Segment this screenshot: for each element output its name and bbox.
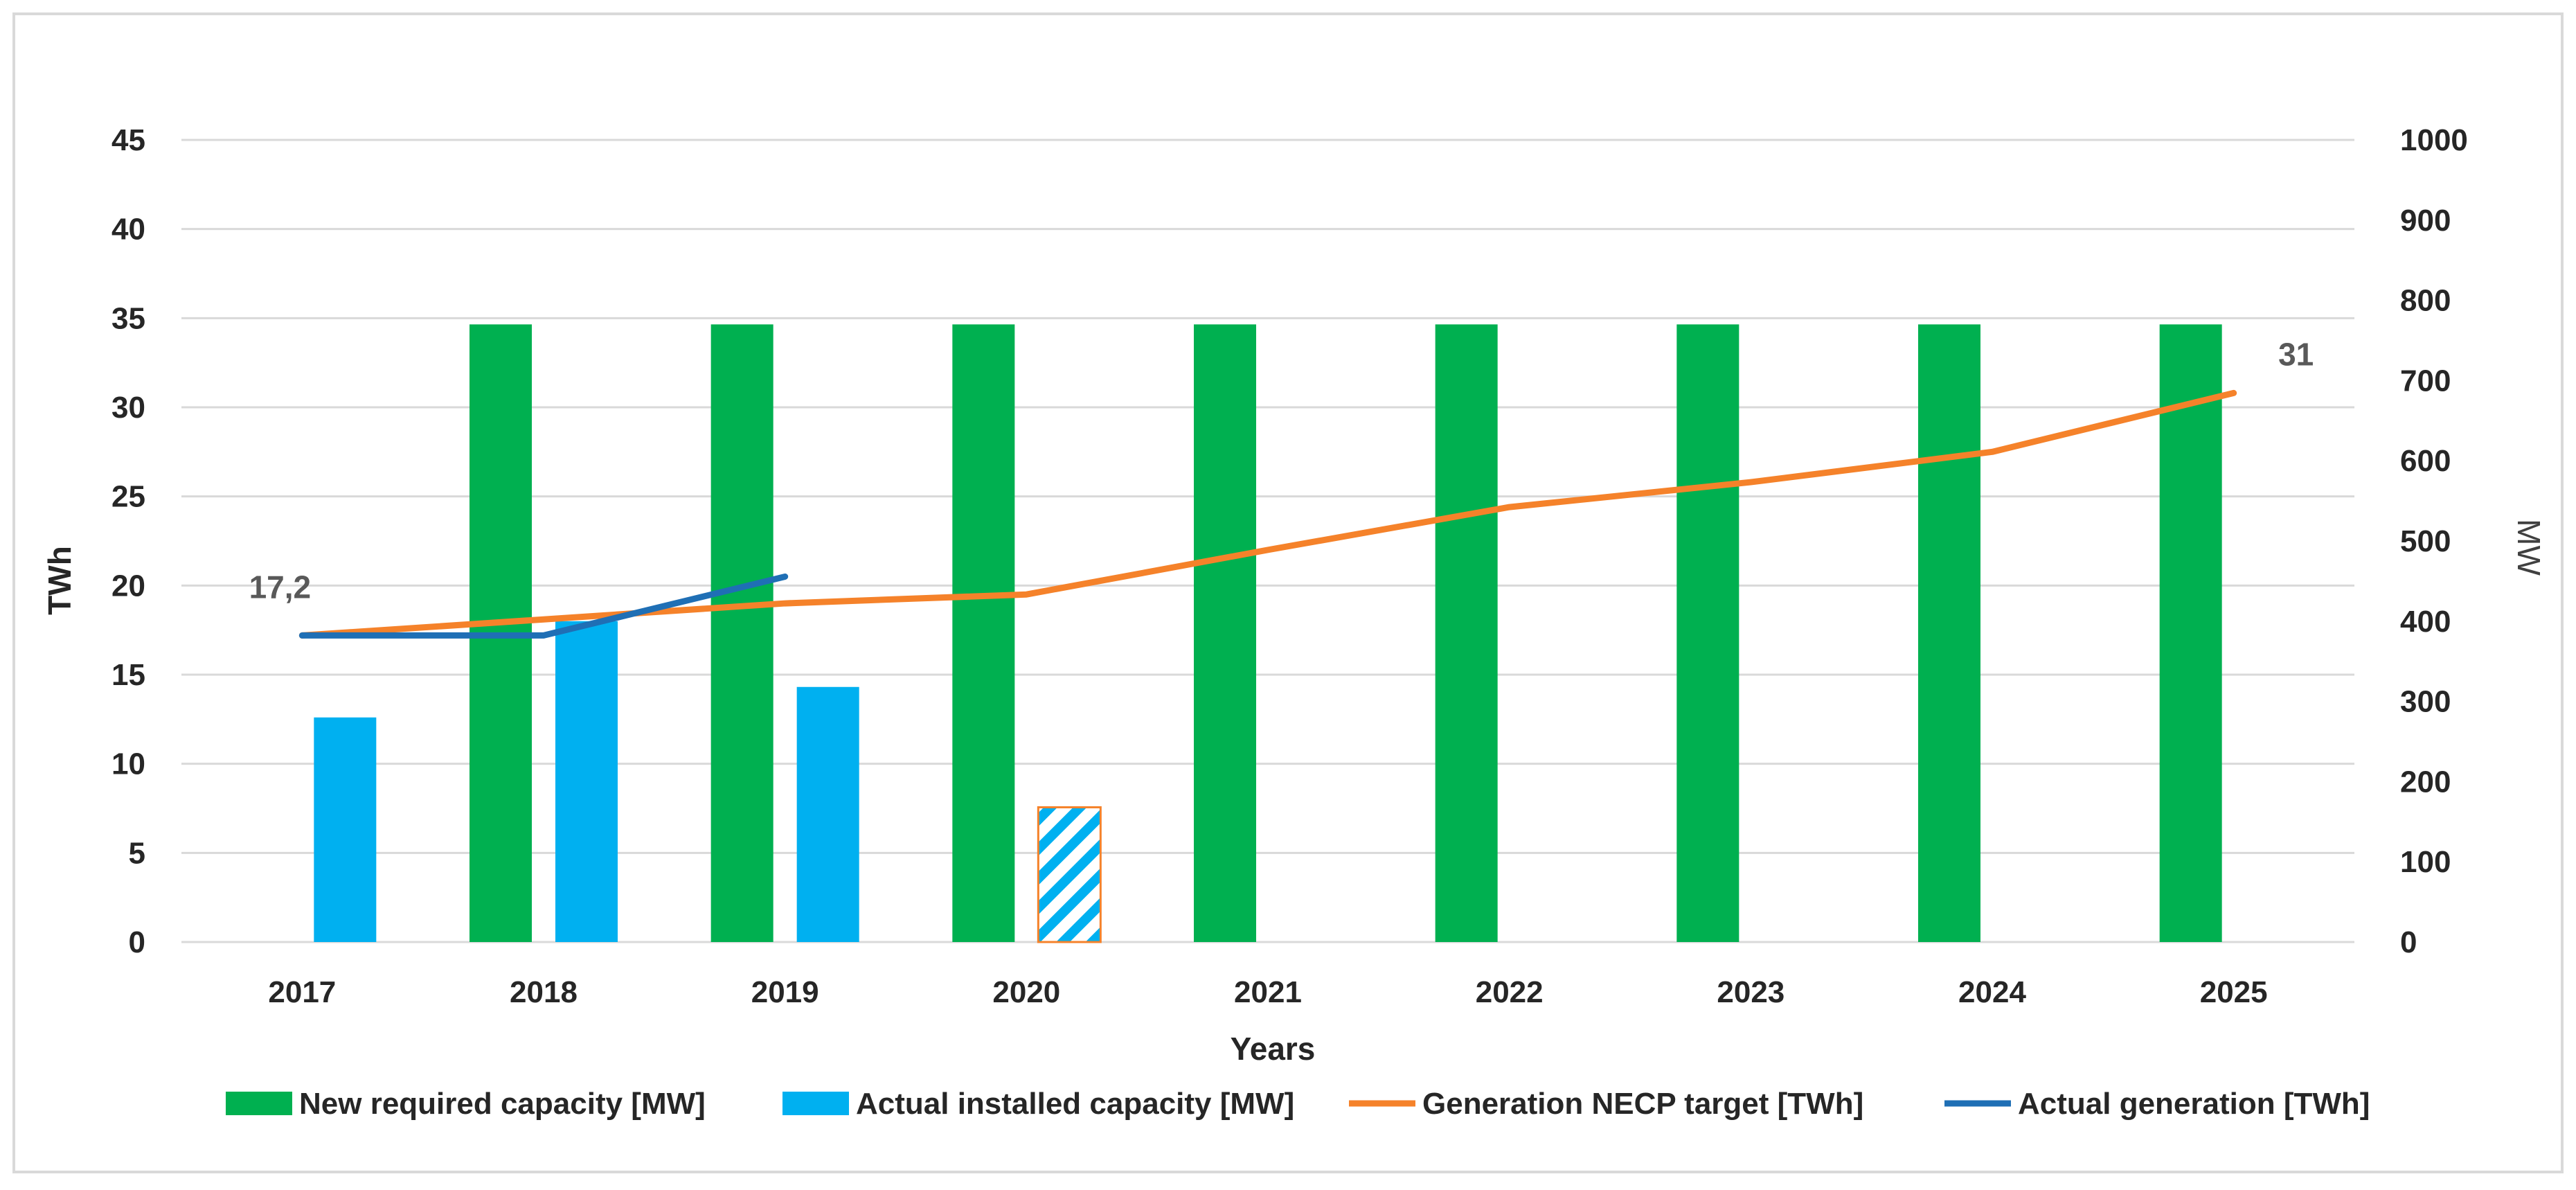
legend-swatch [782,1092,849,1115]
y-axis-title-left: TWh [42,546,78,615]
legend-label: New required capacity [MW] [299,1087,706,1121]
bar-new-required-capacity [1676,324,1739,943]
left-tick-label: 30 [111,391,145,425]
legend-swatch [226,1092,292,1115]
chart-border [12,12,2564,1173]
bar-new-required-capacity [2159,324,2222,943]
left-tick-label: 10 [111,747,145,781]
x-tick-label: 2024 [1958,975,2026,1009]
right-tick-label: 900 [2400,204,2451,238]
right-tick-label: 200 [2400,765,2451,799]
left-tick-label: 20 [111,569,145,603]
x-tick-label: 2021 [1234,975,1302,1009]
data-label: 17,2 [249,569,312,605]
x-tick-label: 2023 [1717,975,1785,1009]
right-tick-label: 1000 [2400,123,2468,157]
x-tick-label: 2022 [1476,975,1544,1009]
bar-new-required-capacity [1194,324,1256,943]
left-tick-label: 0 [129,925,145,959]
right-tick-label: 800 [2400,284,2451,318]
right-tick-label: 700 [2400,364,2451,398]
line-actual-generation [298,573,789,639]
bar-actual-installed-capacity [555,621,618,942]
bar-actual-installed-capacity [314,717,377,942]
x-tick-label: 2018 [510,975,578,1009]
left-axis-ticks: 0 5 10 15 20 25 30 35 40 45 [111,123,145,959]
left-tick-label: 25 [111,480,145,514]
x-tick-label: 2025 [2200,975,2268,1009]
right-tick-label: 0 [2400,925,2417,959]
x-tick-label: 2017 [268,975,336,1009]
x-axis-title: Years [1231,1031,1316,1067]
bar-new-required-capacity [1918,324,1980,943]
legend-label: Actual generation [TWh] [2018,1087,2370,1121]
right-tick-label: 400 [2400,605,2451,639]
annotations: 17,2 31 [249,336,2314,605]
bar-new-required-capacity [1435,324,1498,943]
right-tick-label: 500 [2400,524,2451,558]
right-tick-label: 600 [2400,444,2451,478]
bar-actual-installed-capacity-hatched [1037,806,1102,943]
x-tick-label: 2020 [992,975,1060,1009]
right-axis-ticks: 0 100 200 300 400 500 600 700 800 900 1000 [2400,123,2468,959]
left-tick-label: 5 [129,836,145,870]
bar-actual-installed-capacity [796,686,859,942]
bars [314,324,2222,943]
legend-label: Actual installed capacity [MW] [856,1087,1294,1121]
legend-label: Generation NECP target [TWh] [1422,1087,1863,1121]
y-axis-title-right: MW [2511,519,2547,576]
right-tick-label: 100 [2400,845,2451,879]
right-tick-label: 300 [2400,685,2451,719]
x-axis-ticks: 2017 2018 2019 2020 2021 2022 2023 2024 2025 [268,975,2267,1009]
legend: New required capacity [MW] Actual install… [226,1087,2370,1121]
left-tick-label: 40 [111,213,145,247]
x-tick-label: 2019 [751,975,819,1009]
data-label: 31 [2278,336,2314,372]
bar-new-required-capacity [952,324,1015,943]
left-tick-label: 35 [111,301,145,335]
lines [298,389,2237,639]
left-tick-label: 15 [111,658,145,692]
bar-new-required-capacity [710,324,773,943]
left-tick-label: 45 [111,123,145,157]
gridlines [181,139,2354,943]
